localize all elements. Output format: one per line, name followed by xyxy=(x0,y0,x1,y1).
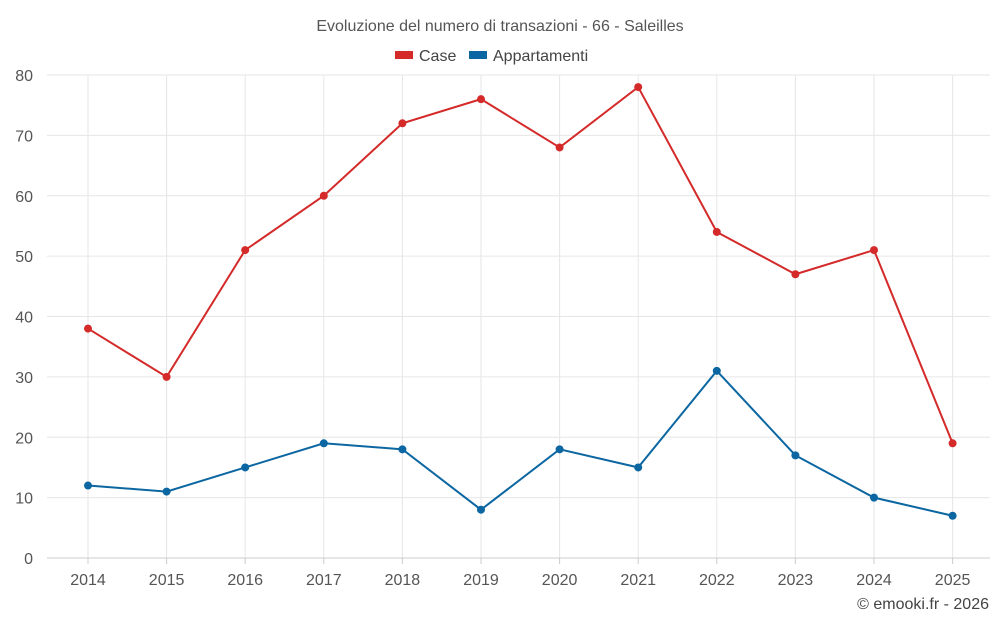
x-tick-label: 2016 xyxy=(227,572,263,589)
data-point-case xyxy=(319,191,328,200)
y-tick-label: 50 xyxy=(15,249,33,266)
data-point-appartamenti xyxy=(84,481,92,490)
data-point-appartamenti xyxy=(712,366,721,375)
x-tick-label: 2023 xyxy=(778,572,814,589)
legend-swatch-case xyxy=(395,51,413,59)
axes: 0 10 20 30 40 50 60 70 80 2014 2015 2016 2017 2018 201… xyxy=(15,68,990,589)
series-line-appartamenti xyxy=(87,369,953,517)
data-point-appartamenti xyxy=(241,463,250,472)
grid xyxy=(47,74,990,558)
data-point-case xyxy=(84,324,92,333)
legend-item-case[interactable]: Case xyxy=(395,48,456,65)
credit-text: © emooki.fr - 2026 xyxy=(857,596,989,613)
data-point-appartamenti xyxy=(870,493,878,502)
x-tick-label: 2014 xyxy=(70,572,106,589)
x-tick-label: 2017 xyxy=(306,572,342,589)
x-tick-label: 2019 xyxy=(463,572,499,589)
data-point-case xyxy=(241,246,250,255)
data-point-appartamenti xyxy=(398,445,407,454)
legend-item-appartamenti[interactable]: Appartamenti xyxy=(469,48,588,65)
data-point-appartamenti xyxy=(319,439,328,448)
y-tick-label: 40 xyxy=(15,310,33,327)
y-tick-label: 60 xyxy=(15,189,33,206)
data-point-case xyxy=(791,270,800,279)
data-point-case xyxy=(870,246,878,255)
legend-label-case: Case xyxy=(419,48,456,65)
legend: Case Appartamenti xyxy=(395,48,588,65)
y-tick-label: 0 xyxy=(24,551,33,568)
legend-swatch-appartamenti xyxy=(469,51,487,59)
y-tick-label: 30 xyxy=(15,370,33,387)
series xyxy=(84,83,957,520)
x-tick-label: 2025 xyxy=(935,572,971,589)
series-appartamenti xyxy=(84,366,957,520)
data-point-case xyxy=(555,143,564,152)
y-tick-label: 10 xyxy=(15,491,33,508)
series-case xyxy=(84,83,957,448)
x-tick-label: 2015 xyxy=(149,572,185,589)
data-point-case xyxy=(477,95,485,104)
data-point-case xyxy=(634,83,643,92)
data-point-appartamenti xyxy=(791,451,800,460)
data-point-appartamenti xyxy=(162,487,171,496)
data-point-appartamenti xyxy=(477,505,485,514)
series-line-case xyxy=(87,85,954,444)
x-tick-label: 2024 xyxy=(856,572,892,589)
data-point-case xyxy=(712,227,721,236)
data-point-appartamenti xyxy=(555,445,564,454)
legend-label-appartamenti: Appartamenti xyxy=(493,48,588,65)
y-tick-label: 80 xyxy=(15,68,33,85)
x-tick-label: 2018 xyxy=(385,572,421,589)
x-tick-label: 2020 xyxy=(542,572,578,589)
data-point-case xyxy=(162,372,171,381)
data-point-case xyxy=(398,119,407,128)
x-tick-label: 2021 xyxy=(620,572,656,589)
data-point-appartamenti xyxy=(948,511,957,520)
data-point-case xyxy=(948,439,957,448)
y-tick-label: 70 xyxy=(15,128,33,145)
y-tick-label: 20 xyxy=(15,430,33,447)
chart-title: Evoluzione del numero di transazioni - 6… xyxy=(316,18,683,35)
data-point-appartamenti xyxy=(634,463,643,472)
x-tick-label: 2022 xyxy=(699,572,735,589)
